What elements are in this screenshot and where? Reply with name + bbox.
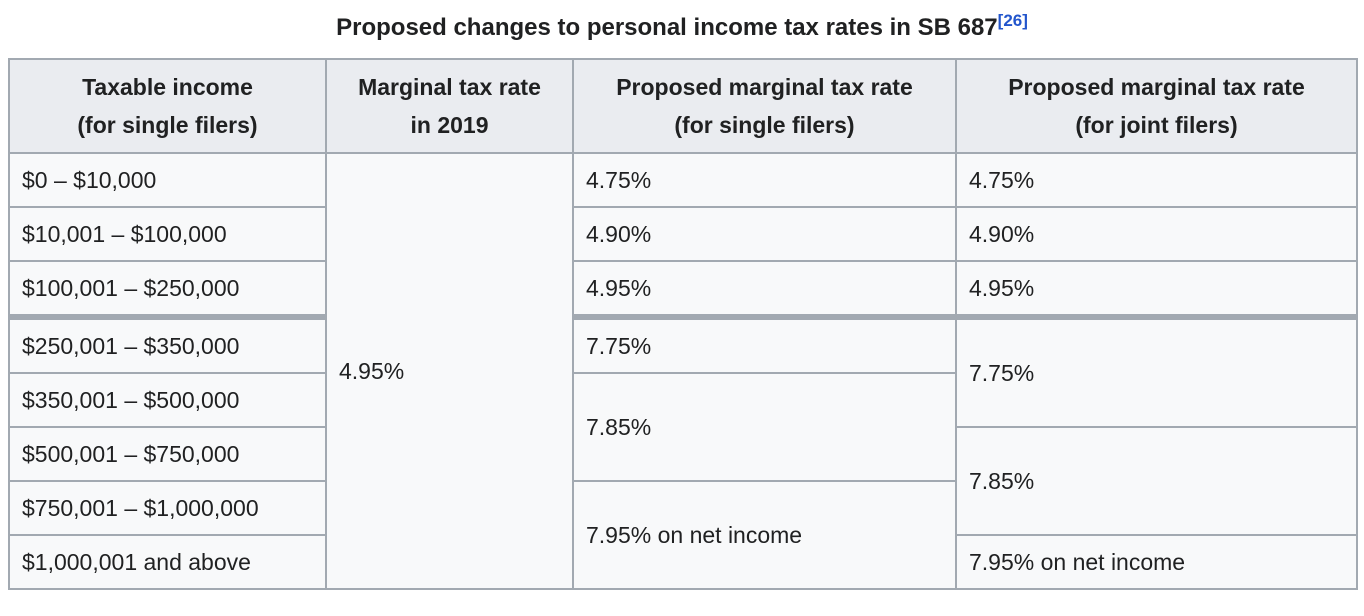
header-taxable-income-line1: Taxable income bbox=[82, 74, 253, 100]
header-proposed-single: Proposed marginal tax rate (for single f… bbox=[572, 58, 957, 154]
joint-rate-cell: 4.75% bbox=[955, 152, 1358, 208]
single-rate-cell: 7.85% bbox=[572, 372, 957, 482]
single-rate-cell: 4.90% bbox=[572, 206, 957, 262]
income-range-cell: $1,000,001 and above bbox=[8, 534, 327, 590]
tax-rates-table: Taxable income (for single filers) Margi… bbox=[8, 58, 1358, 590]
reference-link[interactable]: [26] bbox=[997, 11, 1028, 30]
income-range-cell: $0 – $10,000 bbox=[8, 152, 327, 208]
joint-rate-cell: 7.75% bbox=[955, 318, 1358, 428]
single-rate-cell: 7.75% bbox=[572, 318, 957, 374]
income-range-cell: $350,001 – $500,000 bbox=[8, 372, 327, 428]
section-divider-row bbox=[8, 314, 1358, 320]
table-row: $350,001 – $500,000 7.85% bbox=[8, 372, 1357, 482]
rate-2019-cell: 4.95% bbox=[325, 152, 574, 590]
reference-superscript: [26] bbox=[998, 11, 1028, 30]
header-rate-2019-line1: Marginal tax rate bbox=[358, 74, 541, 100]
table-row: $500,001 – $750,000 7.85% bbox=[8, 426, 1358, 536]
header-row: Taxable income (for single filers) Margi… bbox=[8, 58, 1358, 154]
joint-rate-cell: 7.85% bbox=[955, 426, 1358, 536]
table-row: $100,001 – $250,000 4.95% 4.95% bbox=[8, 260, 1358, 316]
joint-rate-cell: 4.90% bbox=[955, 206, 1358, 262]
header-proposed-joint: Proposed marginal tax rate (for joint fi… bbox=[955, 58, 1358, 154]
income-range-cell: $750,001 – $1,000,000 bbox=[8, 480, 327, 536]
header-taxable-income: Taxable income (for single filers) bbox=[8, 58, 327, 154]
joint-rate-cell: 4.95% bbox=[955, 260, 1358, 316]
income-range-cell: $100,001 – $250,000 bbox=[8, 260, 327, 316]
table-row: $250,001 – $350,000 7.75% 7.75% bbox=[8, 318, 1358, 428]
header-proposed-joint-line2: (for joint filers) bbox=[1075, 112, 1238, 138]
header-proposed-single-line2: (for single filers) bbox=[674, 112, 855, 138]
table-row: $1,000,001 and above 7.95% on net income bbox=[8, 534, 1358, 590]
table-row: $10,001 – $100,000 4.90% 4.90% bbox=[8, 206, 1358, 262]
table-row: $750,001 – $1,000,000 7.95% on net incom… bbox=[8, 480, 1357, 590]
header-proposed-single-line1: Proposed marginal tax rate bbox=[616, 74, 913, 100]
header-proposed-joint-line1: Proposed marginal tax rate bbox=[1008, 74, 1305, 100]
single-rate-cell: 4.75% bbox=[572, 152, 957, 208]
single-rate-cell: 4.95% bbox=[572, 260, 957, 316]
joint-rate-cell: 7.95% on net income bbox=[955, 534, 1358, 590]
title-text: Proposed changes to personal income tax … bbox=[336, 14, 998, 41]
table-row: $0 – $10,000 4.95% 4.75% 4.75% bbox=[8, 152, 1358, 590]
divider-cell bbox=[572, 314, 957, 320]
divider-cell bbox=[955, 314, 1358, 320]
page-title: Proposed changes to personal income tax … bbox=[8, 11, 1356, 43]
income-range-cell: $500,001 – $750,000 bbox=[8, 426, 327, 482]
divider-cell bbox=[8, 314, 327, 320]
header-rate-2019-line2: in 2019 bbox=[410, 112, 489, 138]
income-range-cell: $250,001 – $350,000 bbox=[8, 318, 327, 374]
income-range-cell: $10,001 – $100,000 bbox=[8, 206, 327, 262]
header-taxable-income-line2: (for single filers) bbox=[77, 112, 258, 138]
single-rate-cell: 7.95% on net income bbox=[572, 480, 957, 590]
header-rate-2019: Marginal tax rate in 2019 bbox=[325, 58, 574, 154]
